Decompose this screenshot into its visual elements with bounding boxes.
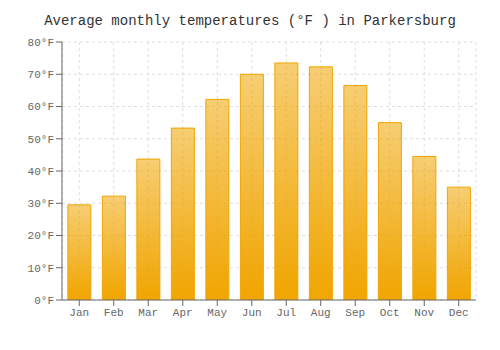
svg-text:May: May (207, 307, 227, 319)
svg-text:Jul: Jul (276, 307, 296, 319)
svg-text:Dec: Dec (449, 307, 469, 319)
svg-text:Feb: Feb (104, 307, 124, 319)
svg-text:Jan: Jan (69, 307, 89, 319)
svg-text:Oct: Oct (380, 307, 400, 319)
svg-text:20°F: 20°F (28, 230, 54, 242)
svg-text:70°F: 70°F (28, 69, 54, 81)
svg-text:0°F: 0°F (34, 295, 54, 307)
svg-text:Jun: Jun (242, 307, 262, 319)
html-text:Average monthly temperatures (: Average monthly temperatures (°F ) in Pa… (44, 13, 456, 29)
svg-text:Mar: Mar (138, 307, 158, 319)
svg-text:Aug: Aug (311, 307, 331, 319)
svg-text:30°F: 30°F (28, 198, 54, 210)
svg-text:40°F: 40°F (28, 166, 54, 178)
svg-text:60°F: 60°F (28, 101, 54, 113)
svg-text:Sep: Sep (345, 307, 365, 319)
svg-text:Apr: Apr (173, 307, 193, 319)
svg-text:Nov: Nov (414, 307, 434, 319)
svg-text:50°F: 50°F (28, 134, 54, 146)
svg-text:10°F: 10°F (28, 263, 54, 275)
svg-text:80°F: 80°F (28, 37, 54, 49)
